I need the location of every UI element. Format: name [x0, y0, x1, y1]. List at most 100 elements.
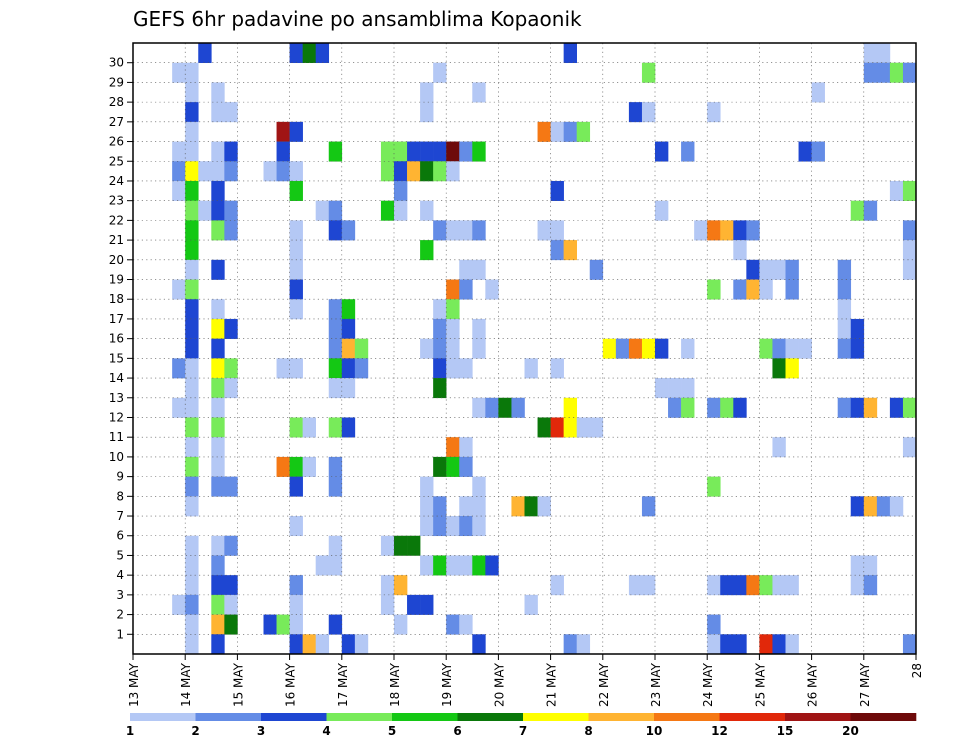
- precip-cell: [211, 141, 225, 162]
- precip-cell: [211, 437, 225, 458]
- precip-cell: [433, 516, 447, 537]
- y-axis-ticks: 1234567891011121314151617181920212223242…: [109, 56, 133, 641]
- precip-cell: [172, 397, 186, 418]
- precip-cell: [772, 634, 786, 655]
- precip-cell: [198, 43, 212, 64]
- precip-cell: [837, 279, 852, 300]
- y-tick-label: 12: [109, 410, 124, 424]
- precip-cell: [185, 62, 199, 83]
- precip-cell: [289, 279, 303, 300]
- precip-cell: [185, 594, 199, 615]
- precip-cell: [733, 575, 747, 596]
- precip-cell: [394, 535, 408, 556]
- precip-cell: [185, 476, 199, 497]
- precip-cell: [289, 634, 303, 655]
- precip-cell: [628, 338, 643, 359]
- precip-cell: [446, 338, 460, 359]
- precip-cell: [211, 476, 225, 497]
- y-tick-label: 1: [116, 627, 124, 641]
- precip-cell: [211, 102, 225, 123]
- precip-cell: [668, 397, 682, 418]
- precip-cell: [720, 575, 734, 596]
- plot-frame: [132, 42, 917, 655]
- precip-cell: [537, 121, 551, 142]
- precip-cell: [459, 220, 473, 241]
- precip-cell: [863, 200, 878, 221]
- precip-cell: [341, 318, 356, 339]
- precip-cell: [446, 220, 460, 241]
- precip-cell: [485, 555, 499, 576]
- y-tick-label: 13: [109, 391, 124, 405]
- precip-cell: [185, 338, 199, 359]
- x-tick-label: 24 MAY: [701, 662, 715, 707]
- precip-cell: [537, 496, 551, 517]
- precip-cell: [185, 220, 199, 241]
- x-tick-label: 25 MAY: [753, 662, 767, 707]
- precip-cell: [681, 397, 695, 418]
- precip-cell: [576, 121, 591, 142]
- precip-cell: [185, 437, 199, 458]
- precip-cell: [185, 279, 199, 300]
- precip-cell: [863, 62, 878, 83]
- precip-cell: [420, 200, 434, 221]
- precip-cell: [641, 575, 656, 596]
- precip-cell: [420, 555, 434, 576]
- precip-cell: [211, 338, 225, 359]
- precip-cell: [289, 614, 303, 635]
- precip-cell: [446, 318, 460, 339]
- precip-cell: [746, 259, 760, 280]
- precip-cell: [224, 476, 238, 497]
- precip-cell: [772, 437, 786, 458]
- x-tick-label: 16 MAY: [284, 662, 298, 707]
- precip-cell: [889, 62, 904, 83]
- precip-cell: [589, 417, 604, 438]
- y-tick-label: 24: [109, 174, 124, 188]
- precip-cell: [733, 220, 747, 241]
- legend-label: 20: [842, 724, 859, 738]
- precip-cell: [472, 82, 486, 103]
- legend-swatch: [326, 713, 393, 721]
- precip-cell: [681, 338, 695, 359]
- precip-cell: [433, 62, 447, 83]
- precip-cell: [563, 121, 577, 142]
- precip-cell: [276, 141, 290, 162]
- precip-cell: [198, 161, 212, 182]
- precip-cell: [224, 614, 238, 635]
- precip-cell: [524, 496, 538, 517]
- precip-cell: [707, 575, 721, 596]
- precip-cell: [902, 220, 917, 241]
- chart-title: GEFS 6hr padavine po ansamblima Kopaonik: [133, 7, 582, 31]
- precip-cell: [707, 220, 721, 241]
- color-legend: 1 2 3 4 5 6 7 8 10 12 15 20: [126, 713, 917, 738]
- precip-cell: [276, 161, 290, 182]
- precip-cell: [459, 555, 473, 576]
- precip-cell: [433, 141, 447, 162]
- y-tick-label: 28: [109, 95, 124, 109]
- precip-cell: [420, 594, 434, 615]
- y-tick-label: 25: [109, 154, 124, 168]
- precip-cell: [759, 279, 773, 300]
- precip-cell: [211, 378, 225, 399]
- precip-cell: [172, 141, 186, 162]
- precip-cell: [433, 496, 447, 517]
- precip-cell: [850, 338, 865, 359]
- y-tick-label: 7: [116, 509, 124, 523]
- legend-label: 2: [191, 724, 199, 738]
- precip-cell: [707, 279, 721, 300]
- precip-cell: [185, 614, 199, 635]
- precip-cell: [185, 456, 199, 477]
- precip-cell: [641, 338, 656, 359]
- legend-label: 3: [257, 724, 265, 738]
- precip-cell: [733, 634, 747, 655]
- precip-cell: [276, 358, 290, 379]
- precip-cell: [668, 378, 682, 399]
- precip-cell: [889, 496, 904, 517]
- precip-cell: [459, 456, 473, 477]
- precip-cell: [185, 378, 199, 399]
- precip-cell: [185, 82, 199, 103]
- x-tick-label: 18 MAY: [388, 662, 402, 707]
- precip-cell: [224, 378, 238, 399]
- precip-cell: [394, 161, 408, 182]
- y-tick-label: 17: [109, 312, 124, 326]
